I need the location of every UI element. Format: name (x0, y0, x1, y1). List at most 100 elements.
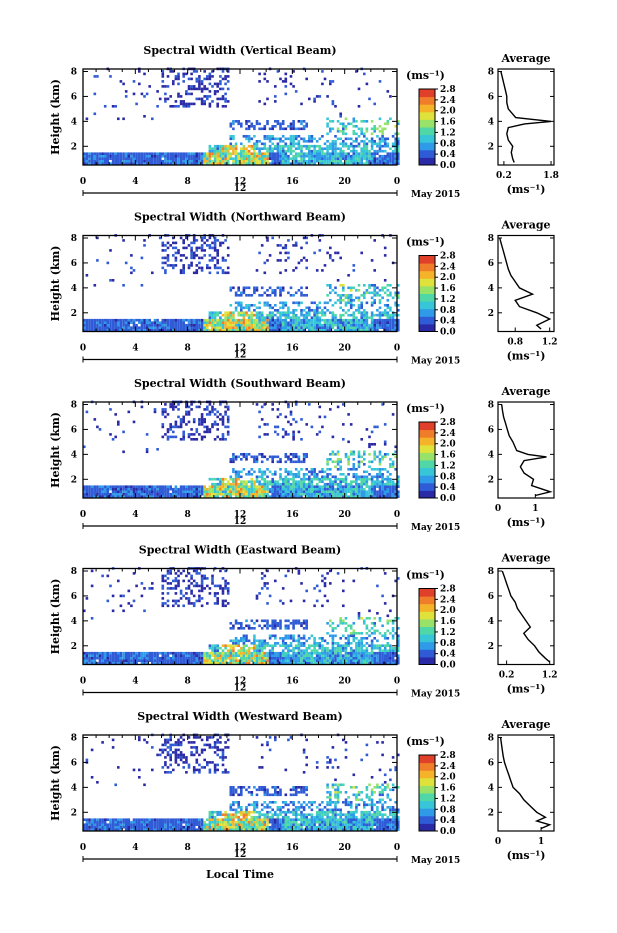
heatmap-cell (353, 657, 356, 660)
heatmap-cell (353, 314, 356, 317)
heatmap-cell (308, 319, 311, 322)
heatmap-cell (329, 155, 332, 158)
heatmap-cell (130, 152, 133, 155)
heatmap-cell (237, 304, 240, 307)
heatmap-cell (188, 321, 191, 324)
heatmap-cell (258, 147, 261, 150)
heatmap-cell (274, 456, 277, 459)
heatmap-cell (373, 292, 376, 295)
heatmap-cell (128, 411, 131, 414)
heatmap-cell (329, 80, 332, 83)
heatmap-cell (190, 155, 193, 158)
heatmap-cell (177, 490, 180, 493)
heatmap-cell (316, 157, 319, 160)
heatmap-cell (282, 637, 285, 640)
heatmap-cell (182, 103, 185, 106)
heatmap-cell (141, 490, 144, 493)
heatmap-cell (172, 152, 175, 155)
heatmap-cell (392, 657, 395, 660)
heatmap-cell (360, 456, 363, 459)
heatmap-cell (133, 321, 136, 324)
heatmap-cell (285, 654, 288, 657)
heatmap-cell (381, 314, 384, 317)
heatmap-cell (285, 642, 288, 645)
heatmap-cell (175, 257, 178, 260)
heatmap-cell (227, 433, 230, 436)
heatmap-cell (196, 431, 199, 434)
heatmap-cell (180, 438, 183, 441)
heatmap-cell (148, 652, 151, 655)
heatmap-cell (256, 145, 259, 148)
heatmap-cell (277, 490, 280, 493)
heatmap-cell (148, 490, 151, 493)
heatmap-cell (251, 311, 254, 314)
heatmap-cell (230, 157, 233, 160)
heatmap-cell (248, 128, 251, 131)
heatmap-cell (245, 654, 248, 657)
heatmap-cell (381, 485, 384, 488)
heatmap-cell (371, 652, 374, 655)
heatmap-cell (282, 311, 285, 314)
heatmap-cell (172, 242, 175, 245)
heatmap-cell (154, 654, 157, 657)
heatmap-cell (332, 157, 335, 160)
heatmap-cell (319, 485, 322, 488)
heatmap-cell (305, 488, 308, 491)
heatmap-cell (358, 485, 361, 488)
heatmap-cell (387, 324, 390, 327)
heatmap-cell (240, 147, 243, 150)
heatmap-cell (222, 649, 225, 652)
heatmap-cell (154, 485, 157, 488)
heatmap-cell (366, 160, 369, 163)
heatmap-cell (269, 471, 272, 474)
heatmap-cell (376, 152, 379, 155)
heatmap-cell (224, 657, 227, 660)
heatmap-cell (162, 413, 165, 416)
heatmap-cell (298, 145, 301, 148)
heatmap-cell (177, 160, 180, 163)
heatmap-cell (138, 155, 141, 158)
heatmap-cell (167, 485, 170, 488)
heatmap-cell (347, 441, 350, 444)
heatmap-cell (298, 155, 301, 158)
heatmap-cell (235, 309, 238, 312)
heatmap-cell (237, 483, 240, 486)
heatmap-cell (373, 485, 376, 488)
heatmap-cell (219, 488, 222, 491)
heatmap-cell (371, 647, 374, 650)
heatmap-cell (347, 654, 350, 657)
heatmap-cell (282, 152, 285, 155)
heatmap-cell (224, 652, 227, 655)
heatmap-cell (342, 319, 345, 322)
heatmap-cell (353, 140, 356, 143)
heatmap-cell (353, 120, 356, 123)
heatmap-cell (109, 155, 112, 158)
heatmap-cell (269, 316, 272, 319)
heatmap-cell (264, 485, 267, 488)
heatmap-cell (141, 657, 144, 660)
heatmap-cell (143, 485, 146, 488)
heatmap-cell (232, 483, 235, 486)
heatmap-cell (240, 476, 243, 479)
heatmap-cell (258, 316, 261, 319)
heatmap-cell (196, 254, 199, 257)
heatmap-cell (337, 659, 340, 662)
heatmap-cell (188, 85, 191, 88)
heatmap-cell (279, 140, 282, 143)
heatmap-cell (345, 145, 348, 148)
heatmap-cell (387, 471, 390, 474)
heatmap-cell (264, 316, 267, 319)
heatmap-cell (151, 160, 154, 163)
heatmap-cell (193, 239, 196, 242)
heatmap-cell (269, 483, 272, 486)
heatmap-cell (332, 461, 335, 464)
heatmap-cell (235, 637, 238, 640)
heatmap-cell (321, 160, 324, 163)
heatmap-cell (326, 468, 329, 471)
heatmap-cell (363, 155, 366, 158)
heatmap-cell (266, 476, 269, 479)
heatmap-cell (245, 152, 248, 155)
heatmap-cell (332, 451, 335, 454)
heatmap-cell (230, 476, 233, 479)
